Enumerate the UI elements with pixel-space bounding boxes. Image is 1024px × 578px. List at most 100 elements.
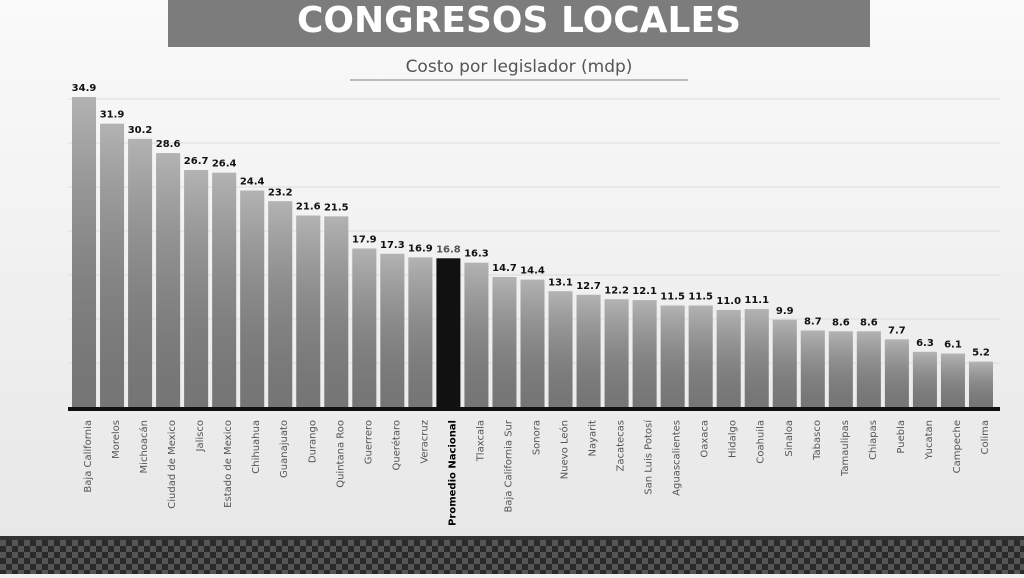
- bar-shade: [660, 305, 685, 408]
- value-label: 8.6: [860, 317, 878, 328]
- x-tick-label: Michoacán: [138, 420, 150, 473]
- bar-shade: [800, 330, 825, 408]
- bar-shade: [576, 294, 601, 408]
- value-label: 12.1: [632, 286, 657, 297]
- value-label: 17.3: [380, 240, 405, 251]
- value-label: 7.7: [888, 325, 906, 336]
- value-label: 34.9: [72, 83, 97, 94]
- value-label: 11.5: [660, 292, 685, 303]
- bar-shade: [632, 300, 657, 408]
- value-label: 24.4: [240, 177, 265, 188]
- x-tick-label: Sonora: [532, 420, 543, 455]
- x-tick-label: Promedio Nacional: [447, 420, 458, 526]
- bar-shade: [520, 279, 545, 408]
- bar-shade: [716, 309, 741, 408]
- x-tick-label: San Luis Potosí: [643, 419, 655, 495]
- value-label: 31.9: [100, 110, 125, 121]
- bar-shade: [940, 353, 965, 408]
- bar-shade: [212, 172, 237, 408]
- bar-shade: [156, 153, 181, 408]
- x-tick-label: Estado de Mexico: [223, 420, 234, 508]
- bar-shade: [72, 97, 97, 408]
- footer-strip: [0, 540, 1024, 574]
- value-label: 12.7: [576, 281, 601, 292]
- bar-shade: [128, 138, 153, 409]
- bar-shade: [240, 190, 265, 408]
- bar-shade: [688, 305, 713, 408]
- x-tick-label: Zacatecas: [616, 420, 627, 472]
- x-tick-label: Baja California: [83, 420, 94, 493]
- value-label: 8.7: [804, 316, 822, 327]
- x-tick-label: Sinaloa: [784, 420, 795, 457]
- value-label: 13.1: [548, 277, 573, 288]
- bar-shade: [184, 170, 209, 408]
- x-tick-label: Hidalgo: [728, 420, 739, 458]
- bar-shade: [744, 309, 769, 408]
- value-label: 16.8: [436, 244, 461, 255]
- bar-shade: [912, 351, 937, 408]
- bar-shade: [856, 331, 881, 408]
- x-tick-label: Nayarit: [588, 420, 599, 457]
- x-tick-label: Coahuila: [756, 420, 767, 464]
- bar-shade: [884, 339, 909, 408]
- x-tick-label: Quintana Roo: [335, 420, 346, 488]
- bar: [436, 258, 461, 408]
- x-tick-label: Jalisco: [195, 420, 206, 452]
- x-tick-label: Durango: [307, 420, 318, 463]
- value-label: 16.3: [464, 249, 489, 260]
- value-label: 6.1: [944, 340, 962, 351]
- value-label: 21.6: [296, 202, 321, 213]
- value-label: 30.2: [128, 125, 153, 136]
- bar-shade: [548, 291, 573, 408]
- value-label: 14.7: [492, 263, 517, 274]
- footer-rule: [0, 536, 1024, 540]
- value-label: 11.5: [688, 292, 713, 303]
- bar-shade: [492, 277, 517, 408]
- value-label: 11.1: [744, 295, 769, 306]
- x-tick-label: Morelos: [111, 420, 122, 459]
- value-label: 9.9: [776, 306, 794, 317]
- x-tick-label: Oaxaca: [700, 420, 711, 458]
- x-tick-label: Ciudad de Mexico: [167, 420, 178, 509]
- value-label: 16.9: [408, 243, 433, 254]
- x-tick-label: Campeche: [952, 420, 963, 473]
- value-label: 5.2: [972, 348, 990, 359]
- bar-shade: [968, 361, 993, 408]
- x-tick-label: Tabasco: [812, 420, 823, 461]
- value-label: 21.5: [324, 202, 349, 213]
- value-label: 12.2: [604, 285, 629, 296]
- bar-shade: [296, 215, 321, 408]
- value-label: 14.4: [520, 266, 545, 277]
- value-label: 26.7: [184, 156, 209, 167]
- x-tick-label: Nuevo León: [559, 420, 571, 479]
- bar-shade: [380, 253, 405, 408]
- chart-subtitle: Costo por legislador (mdp): [406, 57, 633, 77]
- value-label: 17.9: [352, 234, 377, 245]
- x-tick-label: Yucatan: [924, 420, 935, 460]
- value-label: 6.3: [916, 338, 934, 349]
- bar-shade: [464, 262, 489, 408]
- x-tick-label: Puebla: [896, 420, 907, 454]
- x-tick-label: Tlaxcala: [475, 420, 486, 462]
- x-tick-label: Chiapas: [868, 420, 879, 460]
- value-label: 23.2: [268, 187, 293, 198]
- bar-shade: [268, 201, 293, 408]
- value-label: 8.6: [832, 317, 850, 328]
- x-tick-label: Tamaulipas: [840, 420, 851, 477]
- bar-shade: [772, 319, 797, 408]
- bar-shade: [828, 331, 853, 408]
- x-tick-label: Baja California Sur: [503, 419, 514, 512]
- bar-shade: [324, 216, 349, 408]
- chart-title: CONGRESOS LOCALES: [297, 0, 741, 41]
- value-label: 26.4: [212, 159, 237, 170]
- x-tick-label: Colima: [980, 420, 991, 455]
- value-label: 11.0: [716, 296, 741, 307]
- x-tick-label: Aguascalientes: [672, 420, 683, 496]
- bar-shade: [604, 299, 629, 408]
- title-band: [168, 0, 870, 47]
- x-tick-label: Querétaro: [390, 420, 402, 470]
- x-tick-label: Veracruz: [419, 420, 430, 464]
- x-tick-label: Guerrero: [363, 420, 374, 464]
- bar-shade: [100, 123, 125, 408]
